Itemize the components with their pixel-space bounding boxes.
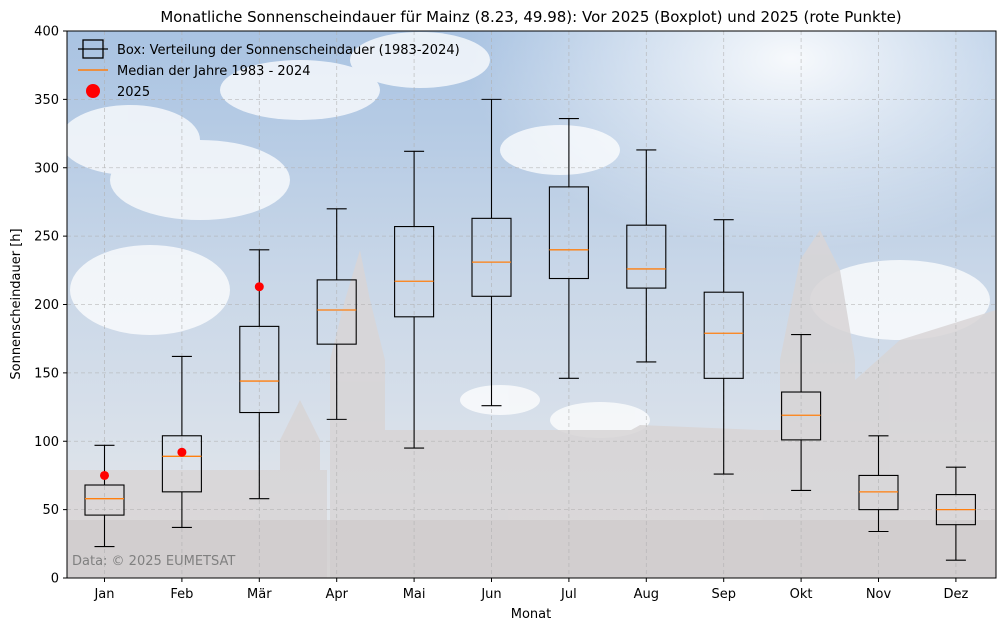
box-iqr	[161, 435, 202, 493]
legend: Box: Verteilung der Sonnenscheindauer (1…	[78, 39, 460, 100]
box-iqr	[781, 391, 822, 441]
box-iqr	[858, 474, 899, 511]
y-tick-label: 250	[34, 230, 59, 245]
boxplot-Okt	[781, 334, 822, 492]
y-tick-label: 150	[34, 366, 59, 381]
y-tick-label: 50	[42, 503, 59, 518]
legend-box-label: Box: Verteilung der Sonnenscheindauer (1…	[117, 43, 460, 58]
y-tick-label: 0	[51, 572, 59, 587]
x-tick-label: Jul	[560, 587, 577, 602]
y-tick-label: 300	[34, 161, 59, 176]
chart-title: Monatliche Sonnenscheindauer für Mainz (…	[160, 8, 901, 26]
y-tick-label: 100	[34, 435, 59, 450]
points-2025	[100, 282, 264, 480]
point-2025-Jan	[100, 470, 109, 480]
box-iqr	[394, 226, 435, 318]
data-source-annotation: Data: © 2025 EUMETSAT	[72, 554, 235, 569]
x-axis-ticks: Jan Feb Mär Apr Mai Jun Jul Aug Sep Okt Nov Dez	[93, 578, 968, 602]
box-iqr	[84, 484, 125, 516]
legend-median-entry: Median der Jahre 1983 - 2024	[78, 64, 311, 79]
y-tick-label: 200	[34, 298, 59, 313]
legend-points-label: 2025	[117, 85, 150, 100]
legend-points-swatch	[86, 84, 100, 98]
x-tick-label: Feb	[170, 587, 193, 602]
x-tick-label: Jun	[480, 587, 501, 602]
boxplot-Mai	[394, 150, 435, 449]
x-axis-label: Monat	[511, 607, 551, 622]
box-iqr	[316, 279, 357, 345]
x-tick-label: Aug	[634, 587, 659, 602]
boxplot-Nov	[858, 435, 899, 533]
boxplot-Apr	[316, 208, 357, 420]
y-axis-label: Sonnenscheindauer [h]	[9, 228, 24, 379]
box-iqr	[471, 217, 512, 297]
x-tick-label: Sep	[711, 587, 736, 602]
y-axis-ticks: 0 50 100 150 200 250 300 350 400	[34, 25, 67, 587]
x-tick-label: Mai	[403, 587, 426, 602]
legend-points-entry: 2025	[86, 84, 150, 100]
x-tick-label: Mär	[247, 587, 272, 602]
y-tick-label: 350	[34, 93, 59, 108]
x-tick-label: Jan	[93, 587, 114, 602]
box-iqr	[548, 186, 589, 280]
y-tick-label: 400	[34, 25, 59, 40]
boxplot-Aug	[626, 149, 667, 363]
x-tick-label: Apr	[325, 587, 348, 602]
point-2025-Feb	[177, 447, 187, 457]
legend-box-swatch	[82, 39, 104, 59]
boxplot-Jun	[471, 98, 512, 407]
box-iqr	[239, 325, 280, 414]
boxplot-Jan	[84, 444, 125, 548]
x-tick-label: Okt	[790, 587, 813, 602]
box-iqr	[626, 224, 667, 289]
boxplot-Sep	[703, 219, 744, 475]
boxplot-Jul	[548, 117, 589, 379]
x-tick-label: Dez	[943, 587, 968, 602]
legend-median-label: Median der Jahre 1983 - 2024	[117, 64, 311, 79]
legend-box-entry: Box: Verteilung der Sonnenscheindauer (1…	[78, 39, 460, 59]
boxplot-Dez	[935, 466, 976, 561]
point-2025-Mär	[254, 282, 264, 292]
x-tick-label: Nov	[866, 587, 892, 602]
box-iqr	[703, 291, 744, 379]
